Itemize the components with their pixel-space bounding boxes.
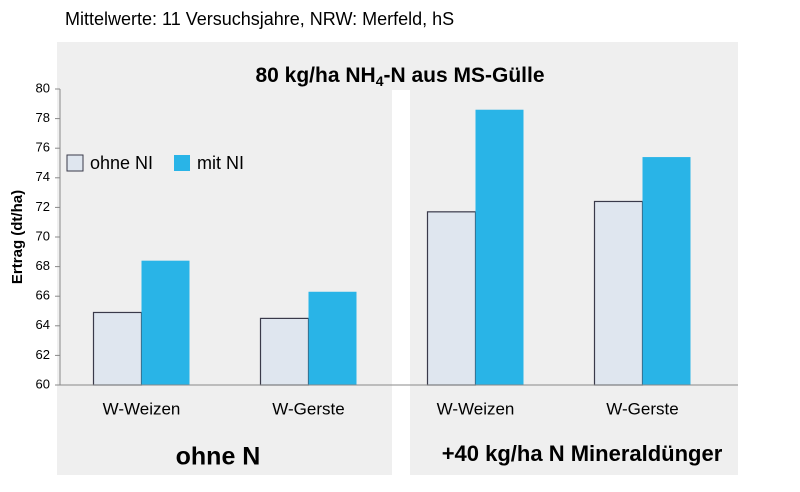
bar (259, 317, 310, 386)
x-tick-label: W-Weizen (103, 399, 181, 418)
legend-swatch (66, 154, 84, 172)
x-tick-label: W-Gerste (606, 399, 678, 418)
y-tick-label: 76 (36, 140, 50, 155)
y-tick-label: 68 (36, 258, 50, 273)
bar (426, 211, 477, 386)
y-tick-label: 70 (36, 228, 50, 243)
subtitle-part: 80 kg/ha NH (255, 64, 375, 87)
bar (92, 311, 143, 386)
bar (141, 260, 190, 385)
y-axis-label: Ertrag (dt/ha) (9, 190, 26, 284)
chart-subtitle: 80 kg/ha NH4-N aus MS-Gülle (255, 64, 544, 89)
y-tick-label: 66 (36, 288, 50, 303)
bar (593, 200, 644, 386)
y-tick-label: 80 (36, 80, 50, 95)
y-tick-label: 78 (36, 110, 50, 125)
bar (475, 109, 524, 385)
y-tick-label: 74 (36, 169, 50, 184)
subtitle-part: -N aus MS-Gülle (383, 64, 544, 87)
y-tick-label: 72 (36, 199, 50, 214)
legend-label: ohne NI (90, 153, 153, 173)
legend-swatch (174, 155, 190, 171)
bar (642, 157, 691, 385)
y-tick-label: 64 (36, 317, 50, 332)
bar (308, 291, 357, 385)
y-tick-label: 60 (36, 376, 50, 391)
group-label: +40 kg/ha N Mineraldünger (442, 441, 723, 466)
x-tick-label: W-Gerste (272, 399, 344, 418)
panel-top (57, 42, 738, 90)
group-label: ohne N (176, 443, 261, 471)
y-tick-label: 62 (36, 347, 50, 362)
legend-label: mit NI (197, 153, 244, 173)
panel-left (57, 89, 392, 475)
subtitle-sub: 4 (376, 73, 384, 89)
x-tick-label: W-Weizen (437, 399, 515, 418)
chart-title: Mittelwerte: 11 Versuchsjahre, NRW: Merf… (65, 9, 454, 29)
